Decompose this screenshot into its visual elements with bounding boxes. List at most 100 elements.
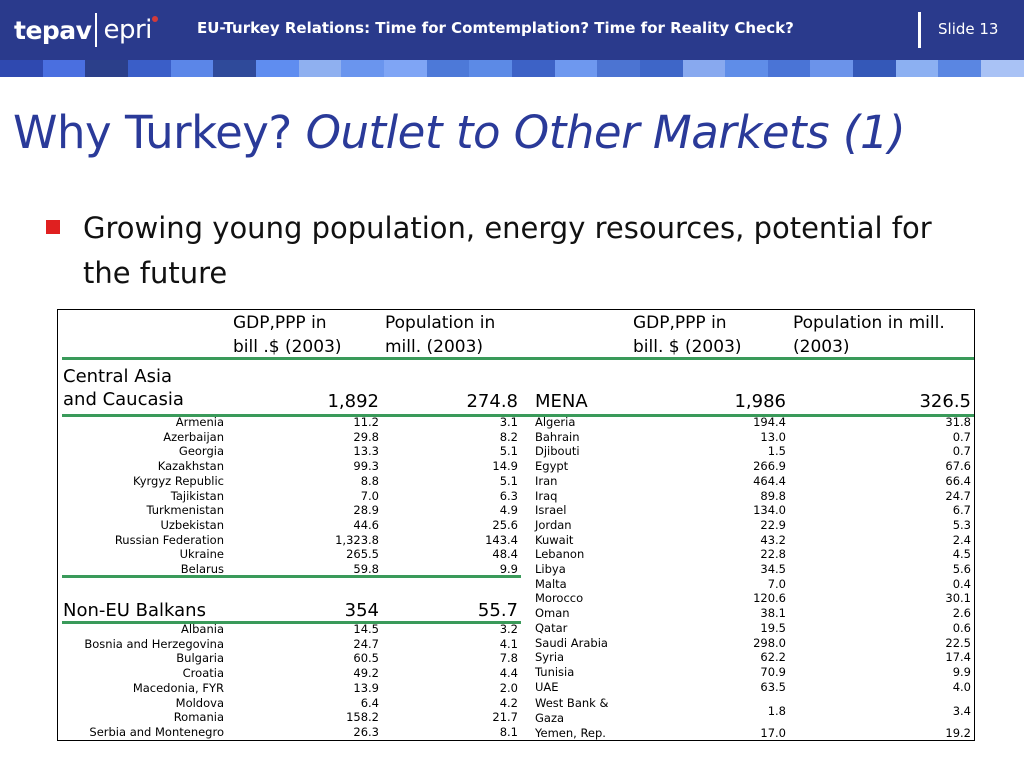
table-row-pop: 0.4 [952,576,971,591]
table-row-name: Libya [535,562,566,576]
stripe-block [853,60,896,77]
table-row-name: Ukraine [179,547,224,562]
logo-tepav-text: tepav [14,15,92,45]
table-row-pop: 5.3 [952,517,971,532]
table-row-name: Kyrgyz Republic [133,473,224,488]
table-row-yemen-gdp: 17.0 [760,726,786,740]
table-row-gdp: 13.3 [353,444,379,459]
table-row-name: Romania [173,710,224,725]
logo-dot-icon [151,16,158,22]
header-divider [918,12,921,48]
header-pop-right: Population in mill. (2003) [793,313,945,357]
table-row-gdp: 1.5 [767,444,786,459]
table-row-name: Albania [181,622,224,636]
header-gdp-right: GDP,PPP in bill. $ (2003) [633,313,742,357]
table-row-gdp: 8.8 [360,473,379,488]
table-row-name: Azerbaijan [163,429,224,444]
table-row-gdp: 134.0 [753,503,786,518]
stripe-block [981,60,1024,77]
table-row-name: Jordan [535,517,572,532]
table-row-pop: 7.8 [499,651,518,666]
title-italic: Outlet to Other Markets (1) [305,106,906,159]
logo-epri-text: epri [103,15,158,45]
table-row-name: Lebanon [535,547,585,562]
table-row-name: Bulgaria [176,651,224,666]
table-row-gdp: 22.8 [760,547,786,562]
table-row-pop: 67.6 [945,459,971,474]
table-row-gdp: 24.7 [353,636,379,651]
stripe-block [938,60,982,77]
stripe-block [639,60,683,77]
table-row-pop: 4.9 [499,503,518,518]
table-row-gdp: 26.3 [353,724,379,739]
table-row-name: Macedonia, FYR [132,680,224,695]
stripe-block [255,60,299,77]
table-row-gdp: 6.4 [360,695,379,710]
table-row-name: Kuwait [535,532,574,547]
table-row-pop: 2.6 [952,606,971,621]
table-row-pop: 25.6 [492,517,518,532]
stripe-block [341,60,384,77]
table-row-name: Algeria [535,415,576,429]
group-balkans-gdp: 354 [344,600,379,621]
stripe-block [554,60,598,77]
table-row-pop: 5.1 [499,473,518,488]
header-pop-left: Population in mill. (2003) [385,313,496,357]
table-row-name: Iraq [535,488,558,503]
table-row-name: Tajikistan [170,488,224,503]
table-row-pop: 4.0 [952,679,971,694]
group-central-asia-pop: 274.8 [466,391,518,412]
table-row-gdp: 60.5 [353,651,379,666]
group-central-asia: Central Asia and Caucasia [63,366,184,410]
table-row-gdp: 22.9 [760,517,786,532]
table-row-name: Serbia and Montenegro [89,724,224,739]
table-row-gdp: 43.2 [760,532,786,547]
slide-title: Why Turkey? Outlet to Other Markets (1) [13,106,906,159]
table-row-gdp: 62.2 [760,650,786,665]
table-row-gdp: 120.6 [753,591,786,606]
group-central-asia-gdp: 1,892 [327,391,379,412]
table-row-gdp: 99.3 [353,459,379,474]
table-row-pop: 3.2 [499,622,518,636]
central-asia-end-rule [62,575,521,578]
table-row-gdp: 7.0 [767,576,786,591]
table-row-gdp: 7.0 [360,488,379,503]
table-row-pop: 9.9 [952,664,971,679]
table-row-gdp: 11.2 [353,415,379,429]
table-row-name: Bahrain [535,429,580,444]
stripe-block [511,60,555,77]
gdp-population-table: GDP,PPP in bill .$ (2003) Population in mi… [57,309,975,741]
table-row-pop: 0.6 [952,620,971,635]
table-row-gdp: 265.5 [346,547,379,562]
table-row-pop: 6.3 [499,488,518,503]
title-plain: Why Turkey? [13,106,306,159]
table-row-pop: 143.4 [485,532,518,547]
table-row-name: Georgia [178,444,224,459]
table-row-name: Qatar [535,620,568,635]
table-row-pop: 24.7 [945,488,971,503]
table-row-name: Kazakhstan [157,459,224,474]
table-row-pop: 4.2 [499,695,518,710]
table-row-pop: 22.5 [945,635,971,650]
table-row-gdp: 1,323.8 [335,532,379,547]
table-row-name: Belarus [180,562,224,576]
stripe-block [170,60,214,77]
stripe-block [682,60,726,77]
table-row-pop: 66.4 [945,473,971,488]
slide-number: Slide 13 [938,20,999,38]
stripe-block [725,60,768,77]
table-row-west-bank-pop: 3.4 [952,704,971,718]
stripe-block [810,60,854,77]
slide-header: tepav epri EU-Turkey Relations: Time for… [0,0,1024,60]
table-row-gdp: 59.8 [353,562,379,576]
stripe-block [127,60,171,77]
table-row-pop: 21.7 [492,710,518,725]
table-row-name: Djibouti [535,444,580,459]
group-balkans-pop: 55.7 [477,600,518,621]
table-row-pop: 3.1 [499,415,518,429]
stripe-block [597,60,640,77]
table-row-gdp: 70.9 [760,664,786,679]
table-row-pop: 8.1 [499,724,518,739]
table-row-name: Morocco [535,591,584,606]
tepav-epri-logo: tepav epri [14,7,158,53]
